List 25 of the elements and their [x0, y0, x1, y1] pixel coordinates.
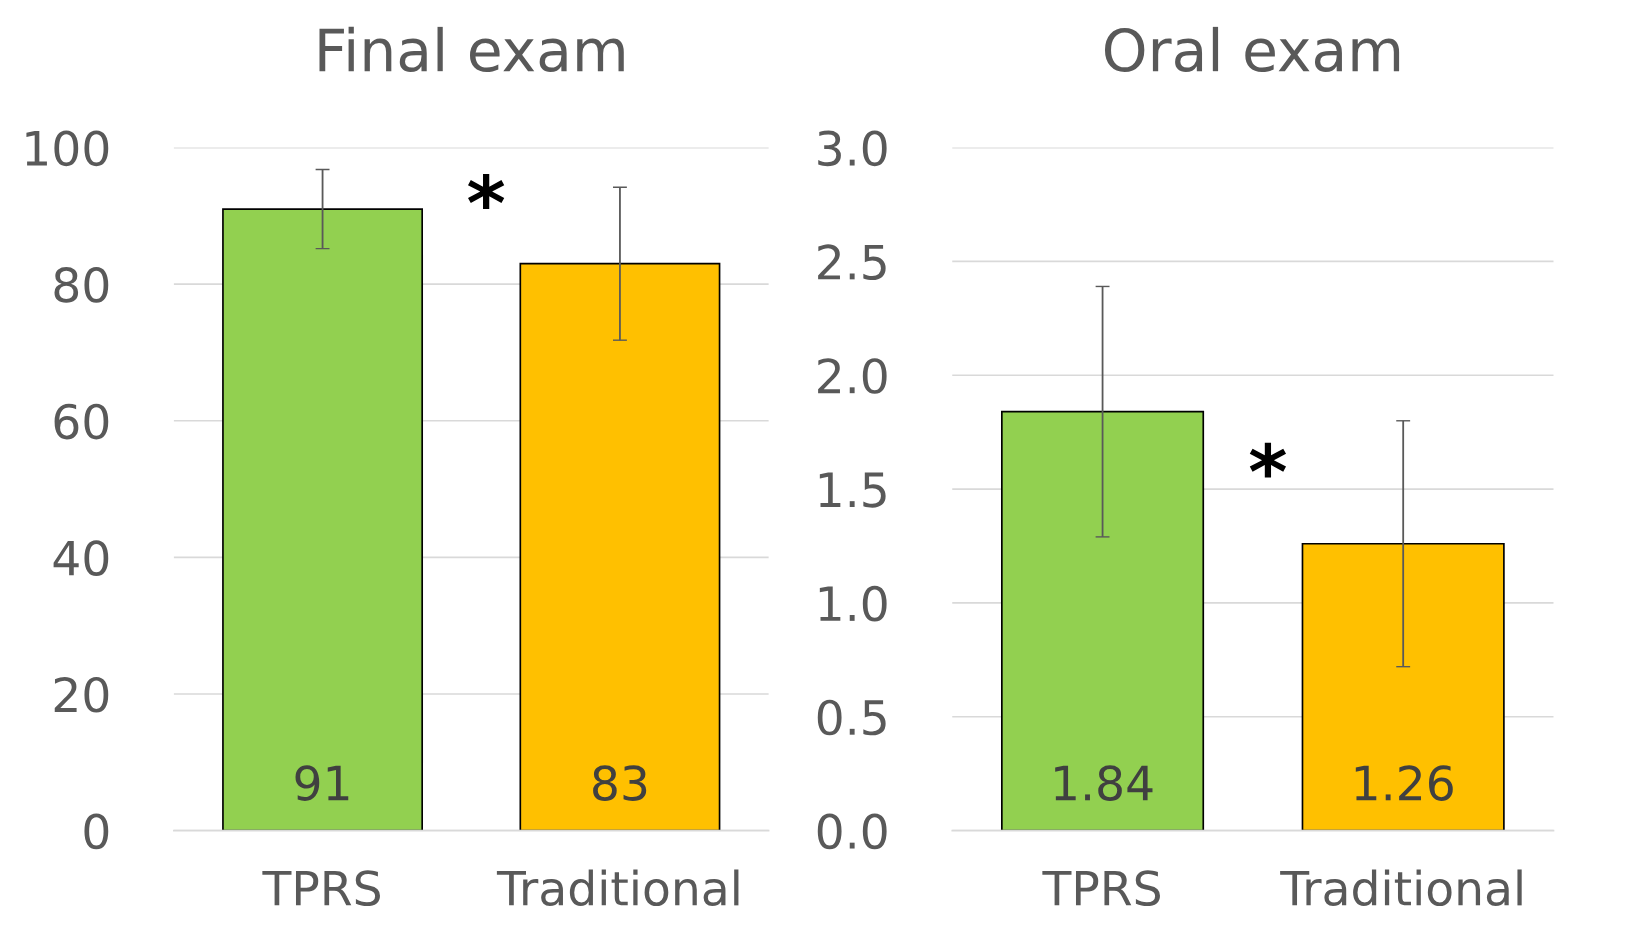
y-tick-label: 0.0 — [817, 813, 887, 850]
annotation: * — [468, 174, 505, 209]
y-tick-label: 0 — [84, 813, 109, 850]
x-tick-label: TPRS — [1042, 870, 1160, 907]
y-tick-label: 1.0 — [819, 585, 887, 622]
y-tick-label: 100 — [26, 130, 109, 167]
chart-title: Oral exam — [1104, 26, 1400, 73]
data-label: 83 — [593, 765, 647, 801]
y-tick-label: 2.0 — [818, 358, 887, 394]
y-tick-label: 80 — [54, 267, 109, 303]
y-tick-label: 20 — [54, 676, 109, 713]
x-tick-label: Traditional — [1280, 869, 1522, 907]
y-tick-label: 1.5 — [819, 472, 886, 508]
data-label: 1.26 — [1355, 765, 1453, 801]
y-tick-label: 0.5 — [817, 699, 886, 736]
y-tick-label: 60 — [54, 403, 109, 440]
chart-title: Final exam — [319, 26, 624, 73]
annotation: * — [1249, 442, 1287, 478]
y-tick-label: 3.0 — [818, 130, 887, 167]
y-tick-label: 40 — [53, 540, 109, 576]
data-label: 1.84 — [1055, 765, 1153, 801]
y-tick-label: 2.5 — [818, 244, 886, 281]
x-tick-label: TPRS — [262, 870, 380, 907]
x-tick-label: Traditional — [496, 869, 739, 907]
data-label: 91 — [295, 765, 349, 801]
